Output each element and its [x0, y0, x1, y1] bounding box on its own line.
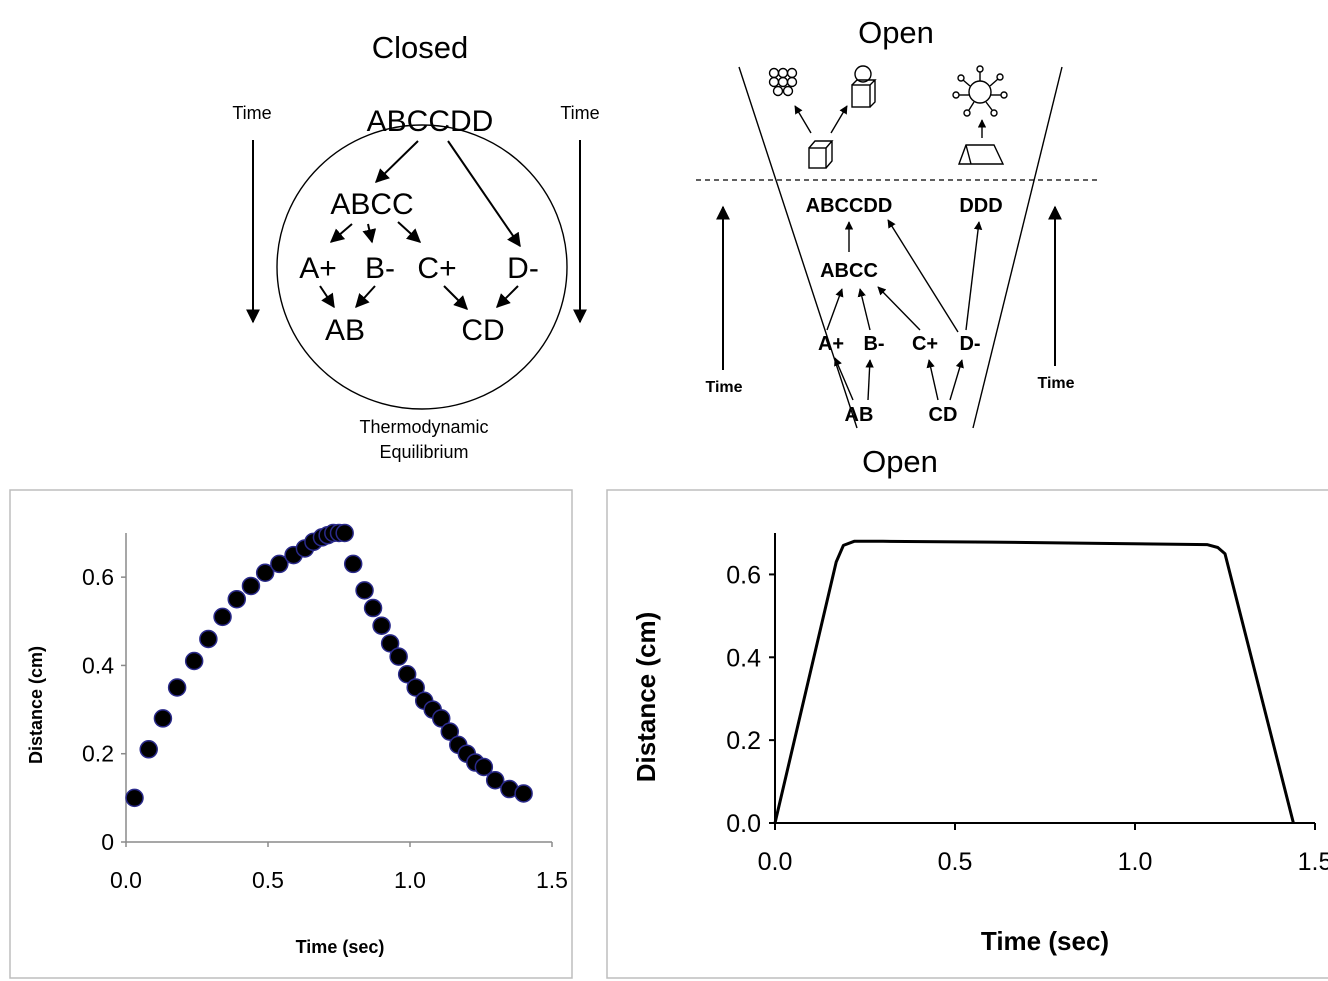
- open-reaction-arrows: [826, 219, 983, 401]
- scatter-x-axis-label: Time (sec): [296, 937, 385, 957]
- closed-caption-line2: Equilibrium: [379, 442, 468, 462]
- open-pictogram-arrows: [794, 105, 987, 138]
- line-x-tick-label: 1.0: [1118, 848, 1153, 876]
- closed-node-d-minus: D-: [507, 252, 539, 285]
- scatter-y-tick-label: 0.4: [82, 652, 114, 678]
- scatter-point: [335, 523, 354, 543]
- scatter-y-tick-label: 0.2: [82, 741, 114, 767]
- open-node-cd: CD: [929, 404, 958, 426]
- scatter-x-tick-label: 0.0: [110, 867, 142, 893]
- closed-diagram: Closed Time Time ABCCDD ABCC A+ B- C+ D-…: [232, 30, 599, 462]
- line-chart-frame: [606, 489, 1328, 979]
- scatter-point: [440, 722, 460, 741]
- closed-node-cd: CD: [461, 314, 504, 347]
- open-node-abcc: ABCC: [820, 260, 878, 282]
- scatter-y-tick-label: 0.6: [82, 564, 114, 590]
- scatter-y-axis-label: Distance (cm): [26, 646, 46, 764]
- scatter-point: [255, 563, 275, 582]
- scatter-point: [153, 709, 173, 728]
- scatter-point: [380, 634, 400, 653]
- scatter-point: [514, 784, 533, 803]
- line-y-tick-label: 0.2: [726, 727, 761, 755]
- line-y-tick-label: 0.4: [726, 644, 761, 672]
- open-node-ddd: DDD: [959, 195, 1002, 217]
- open-time-left-label: Time: [705, 379, 742, 396]
- line-x-tick-label: 1.5: [1298, 848, 1328, 876]
- open-title-bottom: Open: [862, 444, 938, 479]
- closed-system-boundary: [276, 124, 568, 410]
- scatter-point: [372, 616, 391, 635]
- scatter-point: [213, 607, 232, 627]
- scatter-chart-frame: [9, 489, 573, 979]
- open-diagram: Open Open: [696, 15, 1100, 479]
- closed-time-left-label: Time: [232, 103, 271, 123]
- cube-icon: [808, 140, 834, 169]
- closed-time-right-label: Time: [560, 103, 599, 123]
- scatter-point: [406, 678, 425, 697]
- closed-node-ab: AB: [325, 314, 365, 347]
- scatter-point: [167, 678, 187, 697]
- open-node-d-minus: D-: [959, 333, 980, 355]
- closed-node-a-plus: A+: [299, 252, 337, 285]
- scatter-point: [199, 629, 218, 649]
- trapezoid-base-icon: [957, 144, 1005, 165]
- closed-node-abccdd: ABCCDD: [367, 105, 494, 138]
- scatter-point: [227, 589, 247, 609]
- closed-reaction-arrows: [319, 140, 521, 310]
- open-boundary-right: [972, 66, 1063, 429]
- open-node-c-plus: C+: [912, 333, 938, 355]
- scatter-point: [270, 554, 289, 574]
- open-time-right-label: Time: [1037, 375, 1074, 392]
- line-x-axis-label: Time (sec): [981, 926, 1109, 956]
- line-y-tick-label: 0.6: [726, 561, 761, 589]
- scatter-point: [139, 740, 158, 759]
- scatter-x-tick-label: 0.5: [252, 867, 284, 893]
- line-y-tick-label: 0.0: [726, 810, 761, 838]
- closed-title: Closed: [372, 30, 469, 65]
- scatter-chart: 0 0.2 0.4 0.6 0.0 0.5 1.0 1.5 Distance (cm) Ti…: [26, 523, 568, 957]
- person-figure-icon: [851, 65, 877, 108]
- open-node-abccdd: ABCCDD: [806, 195, 893, 217]
- scatter-x-tick-label: 1.0: [394, 867, 426, 893]
- scatter-point: [241, 576, 261, 596]
- scatter-point: [389, 647, 408, 666]
- closed-node-abcc: ABCC: [330, 188, 413, 221]
- scatter-point: [431, 709, 451, 728]
- open-node-a-plus: A+: [818, 333, 844, 355]
- scatter-x-tick-label: 1.5: [536, 867, 568, 893]
- scatter-point: [125, 788, 144, 808]
- scatter-point: [397, 665, 417, 684]
- scatter-y-tick-label: 0: [101, 829, 114, 855]
- scatter-point: [355, 581, 374, 600]
- open-title-top: Open: [858, 15, 934, 50]
- open-node-b-minus: B-: [863, 333, 884, 355]
- open-boundary-left: [738, 66, 858, 429]
- molecules-cluster-icon: [768, 67, 798, 97]
- scatter-point: [343, 554, 363, 574]
- scatter-point: [363, 598, 383, 618]
- line-y-axis-label: Distance (cm): [631, 612, 661, 783]
- line-chart: 0.00.20.40.6 0.0 0.5 1.0 1.5 Distance (cm) …: [631, 533, 1328, 956]
- open-node-ab: AB: [845, 404, 874, 426]
- network-hub-icon: [952, 65, 1008, 117]
- closed-node-c-plus: C+: [417, 252, 456, 285]
- scatter-point: [485, 770, 505, 790]
- scatter-point: [474, 757, 494, 777]
- distance-line: [773, 539, 1295, 824]
- closed-node-b-minus: B-: [365, 252, 395, 285]
- line-x-tick-label: 0.0: [758, 848, 793, 876]
- line-x-tick-label: 0.5: [938, 848, 973, 876]
- scatter-point: [184, 651, 204, 671]
- closed-caption-line1: Thermodynamic: [359, 417, 488, 437]
